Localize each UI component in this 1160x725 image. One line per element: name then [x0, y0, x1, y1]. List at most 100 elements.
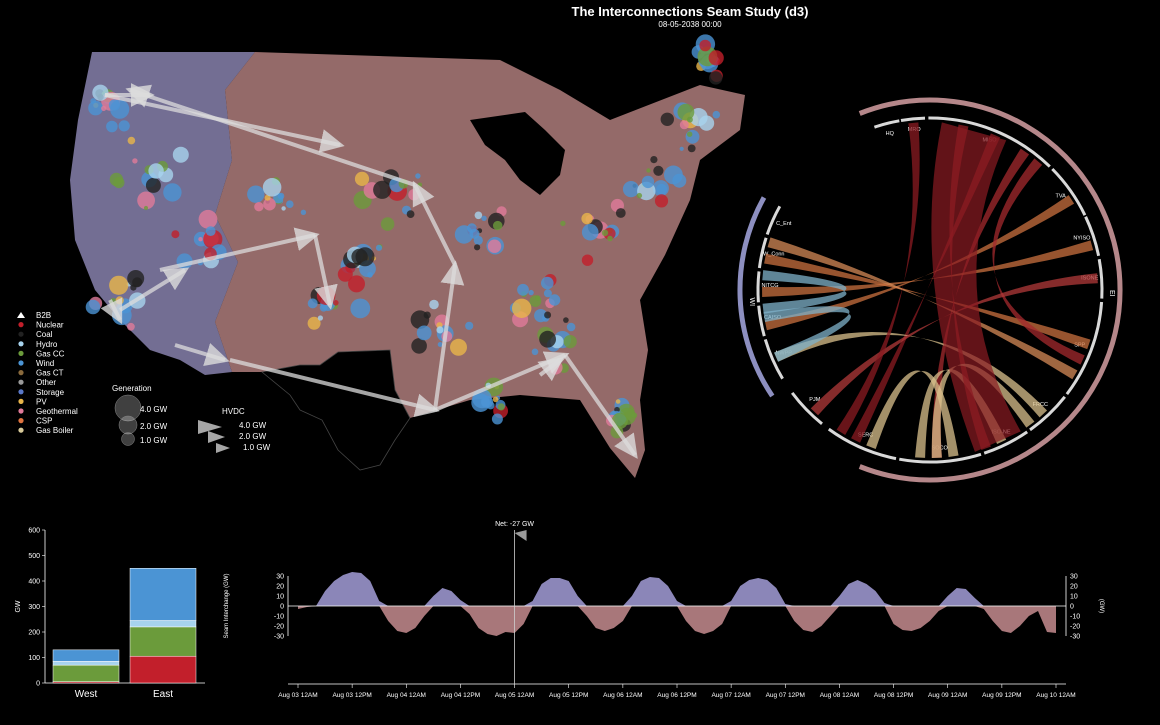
generator-bubble[interactable]	[631, 412, 638, 419]
generator-bubble[interactable]	[417, 182, 423, 188]
generator-bubble[interactable]	[539, 330, 556, 348]
chord-segment[interactable]	[1029, 395, 1066, 432]
chord-segment[interactable]	[900, 116, 926, 122]
generator-bubble[interactable]	[429, 299, 439, 310]
generator-bubble[interactable]	[481, 215, 487, 221]
generator-bubble[interactable]	[375, 244, 383, 251]
hvdc-line[interactable]	[125, 84, 416, 187]
generator-bubble[interactable]	[535, 295, 541, 301]
generator-bubble[interactable]	[581, 254, 594, 266]
generator-bubble[interactable]	[548, 294, 561, 306]
area-west-export[interactable]	[298, 572, 1056, 606]
generator-bubble[interactable]	[699, 39, 711, 52]
generator-bubble[interactable]	[127, 270, 145, 287]
generator-bubble[interactable]	[118, 120, 130, 132]
generator-bubble[interactable]	[264, 194, 271, 201]
generator-bubble[interactable]	[622, 181, 640, 198]
generator-bubble[interactable]	[354, 171, 370, 186]
chord-segment[interactable]	[1097, 258, 1104, 299]
generator-bubble[interactable]	[415, 173, 421, 179]
bar-segment[interactable]	[129, 568, 197, 621]
generator-bubble[interactable]	[145, 177, 161, 193]
generator-bubble[interactable]	[677, 103, 695, 121]
generator-bubble[interactable]	[480, 395, 494, 408]
bar-segment[interactable]	[52, 661, 120, 666]
chord-ribbon[interactable]	[764, 253, 1091, 350]
generator-bubble[interactable]	[436, 326, 444, 334]
chord-segment[interactable]	[873, 119, 900, 129]
generator-bubble[interactable]	[127, 136, 136, 145]
generator-bubble[interactable]	[350, 298, 371, 319]
generator-bubble[interactable]	[373, 180, 392, 199]
generator-bubble[interactable]	[109, 172, 124, 187]
chord-segment[interactable]	[983, 430, 1029, 455]
generator-bubble[interactable]	[543, 289, 552, 298]
generator-bubble[interactable]	[650, 156, 658, 164]
chord-ribbon[interactable]	[762, 270, 847, 314]
generator-bubble[interactable]	[641, 175, 655, 189]
bar-segment[interactable]	[129, 626, 197, 657]
generator-bubble[interactable]	[474, 211, 483, 220]
generator-bubble[interactable]	[348, 275, 365, 293]
generator-bubble[interactable]	[88, 100, 103, 116]
hvdc-line[interactable]	[174, 342, 230, 366]
chord-ribbon[interactable]	[762, 240, 1094, 297]
generator-bubble[interactable]	[581, 212, 593, 225]
chord-segment[interactable]	[1051, 167, 1087, 216]
generator-bubble[interactable]	[143, 205, 149, 211]
bar-segment[interactable]	[52, 664, 120, 682]
chord-segment[interactable]	[1065, 301, 1104, 396]
bar-segment[interactable]	[129, 655, 197, 684]
generator-bubble[interactable]	[544, 311, 552, 319]
generator-bubble[interactable]	[652, 180, 669, 197]
generator-bubble[interactable]	[106, 120, 118, 133]
bar-segment[interactable]	[129, 620, 197, 628]
area-east-export[interactable]	[298, 606, 1056, 636]
generator-bubble[interactable]	[708, 50, 724, 66]
hvdc-line[interactable]	[537, 357, 564, 382]
generator-bubble[interactable]	[709, 71, 723, 85]
chord-segment[interactable]	[757, 305, 766, 337]
generator-bubble[interactable]	[493, 220, 503, 231]
generator-bubble[interactable]	[281, 206, 286, 211]
generator-bubble[interactable]	[492, 396, 499, 403]
chord-ribbon[interactable]	[866, 370, 959, 457]
generator-bubble[interactable]	[254, 202, 264, 212]
generator-bubble[interactable]	[262, 178, 282, 197]
generator-bubble[interactable]	[92, 84, 109, 101]
generator-bubble[interactable]	[126, 322, 135, 331]
generator-bubble[interactable]	[286, 200, 294, 208]
generator-bubble[interactable]	[380, 217, 395, 231]
generator-bubble[interactable]	[679, 120, 689, 130]
generator-bubble[interactable]	[355, 247, 375, 267]
generator-bubble[interactable]	[653, 165, 664, 176]
bar-segment[interactable]	[52, 649, 120, 662]
chord-segment[interactable]	[899, 452, 982, 464]
texas-region[interactable]	[261, 349, 411, 471]
generator-bubble[interactable]	[679, 146, 684, 151]
chord-ribbon[interactable]	[764, 195, 1075, 331]
generator-bubble[interactable]	[137, 191, 156, 210]
generator-bubble[interactable]	[317, 315, 323, 321]
generator-bubble[interactable]	[487, 239, 502, 253]
generator-bubble[interactable]	[615, 208, 626, 218]
chord-segment[interactable]	[757, 237, 768, 269]
generator-bubble[interactable]	[411, 338, 427, 354]
east-interconnection-region[interactable]	[215, 52, 745, 478]
generator-bubble[interactable]	[687, 131, 693, 137]
generator-bubble[interactable]	[541, 276, 554, 290]
generator-bubble[interactable]	[646, 168, 651, 173]
generator-bubble[interactable]	[198, 209, 218, 229]
generator-bubble[interactable]	[172, 146, 189, 163]
hvdc-line[interactable]	[159, 227, 320, 272]
hvdc-line[interactable]	[100, 297, 123, 325]
generator-bubble[interactable]	[528, 289, 534, 296]
generator-bubble[interactable]	[660, 112, 674, 127]
generator-bubble[interactable]	[416, 325, 432, 341]
generator-bubble[interactable]	[205, 226, 216, 237]
generator-bubble[interactable]	[437, 342, 443, 347]
generator-bubble[interactable]	[601, 229, 609, 236]
chord-ribbon[interactable]	[763, 306, 851, 362]
hvdc-line[interactable]	[118, 267, 190, 312]
generator-bubble[interactable]	[685, 129, 700, 144]
